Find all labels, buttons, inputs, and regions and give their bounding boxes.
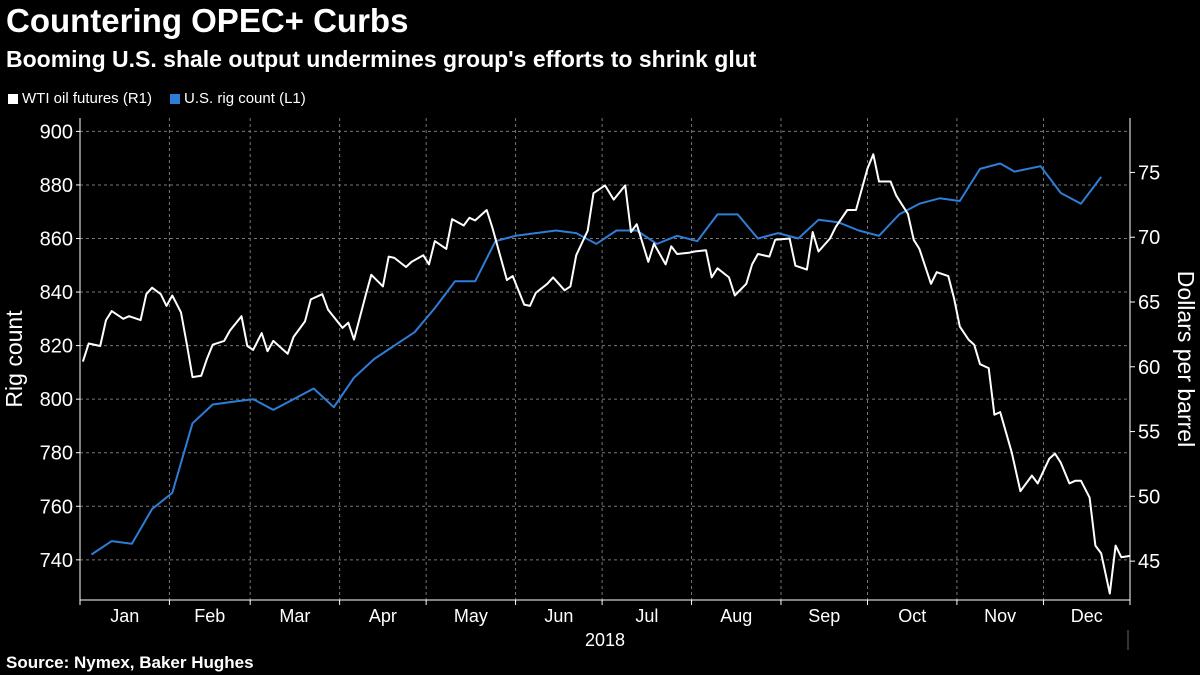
right-axis-title: Dollars per barrel (1173, 271, 1199, 447)
right-axis-tick-label: 50 (1138, 486, 1160, 508)
series-line-wti (81, 153, 1131, 595)
left-axis-tick-label: 840 (40, 282, 73, 304)
x-axis-month-label: Mar (279, 606, 310, 626)
x-axis-month-label: Sep (808, 606, 840, 626)
x-axis-month-label: Feb (194, 606, 225, 626)
x-axis-month-label: Apr (369, 606, 397, 626)
legend-swatch-rig-count (170, 93, 181, 104)
left-axis-tick-label: 860 (40, 229, 73, 251)
right-axis-tick-label: 55 (1138, 422, 1160, 444)
left-axis-tick-label: 740 (40, 550, 73, 572)
right-axis-tick-label: 45 (1138, 551, 1160, 573)
x-axis-month-label: Nov (984, 606, 1016, 626)
right-axis-tick-label: 70 (1138, 227, 1160, 249)
chart-subtitle: Booming U.S. shale output undermines gro… (6, 46, 757, 72)
x-axis-month-label: May (454, 606, 488, 626)
legend-item-wti: WTI oil futures (R1) (8, 90, 152, 107)
x-axis-year-label: 2018 (585, 630, 625, 650)
right-axis-tick-label: 60 (1138, 357, 1160, 379)
left-axis-tick-label: 780 (40, 443, 73, 465)
x-axis-month-label: Jan (110, 606, 139, 626)
legend-label-wti: WTI oil futures (R1) (22, 90, 153, 107)
legend-swatch-wti (8, 93, 18, 104)
x-axis-month-label: Jun (544, 606, 573, 626)
source-note: Source: Nymex, Baker Hughes (6, 653, 254, 672)
legend: WTI oil futures (R1) U.S. rig count (L1) (8, 90, 306, 107)
left-axis-title: Rig count (1, 310, 27, 408)
x-axis-month-label: Dec (1071, 606, 1103, 626)
legend-label-rig-count: U.S. rig count (L1) (184, 90, 306, 107)
x-axis-month-label: Aug (720, 606, 752, 626)
chart-title: Countering OPEC+ Curbs (6, 2, 409, 39)
series-line-rig-count (90, 162, 1102, 556)
right-axis-tick-label: 65 (1138, 292, 1160, 314)
left-axis-tick-label: 760 (40, 496, 73, 518)
x-axis-month-label: Oct (898, 606, 926, 626)
right-axis-tick-label: 75 (1138, 162, 1160, 184)
left-axis-tick-label: 880 (40, 175, 73, 197)
left-axis-tick-label: 900 (40, 121, 73, 143)
legend-item-rig-count: U.S. rig count (L1) (170, 90, 306, 107)
left-axis-tick-label: 820 (40, 336, 73, 358)
left-axis-tick-label: 800 (40, 389, 73, 411)
x-axis-month-label: Jul (635, 606, 658, 626)
